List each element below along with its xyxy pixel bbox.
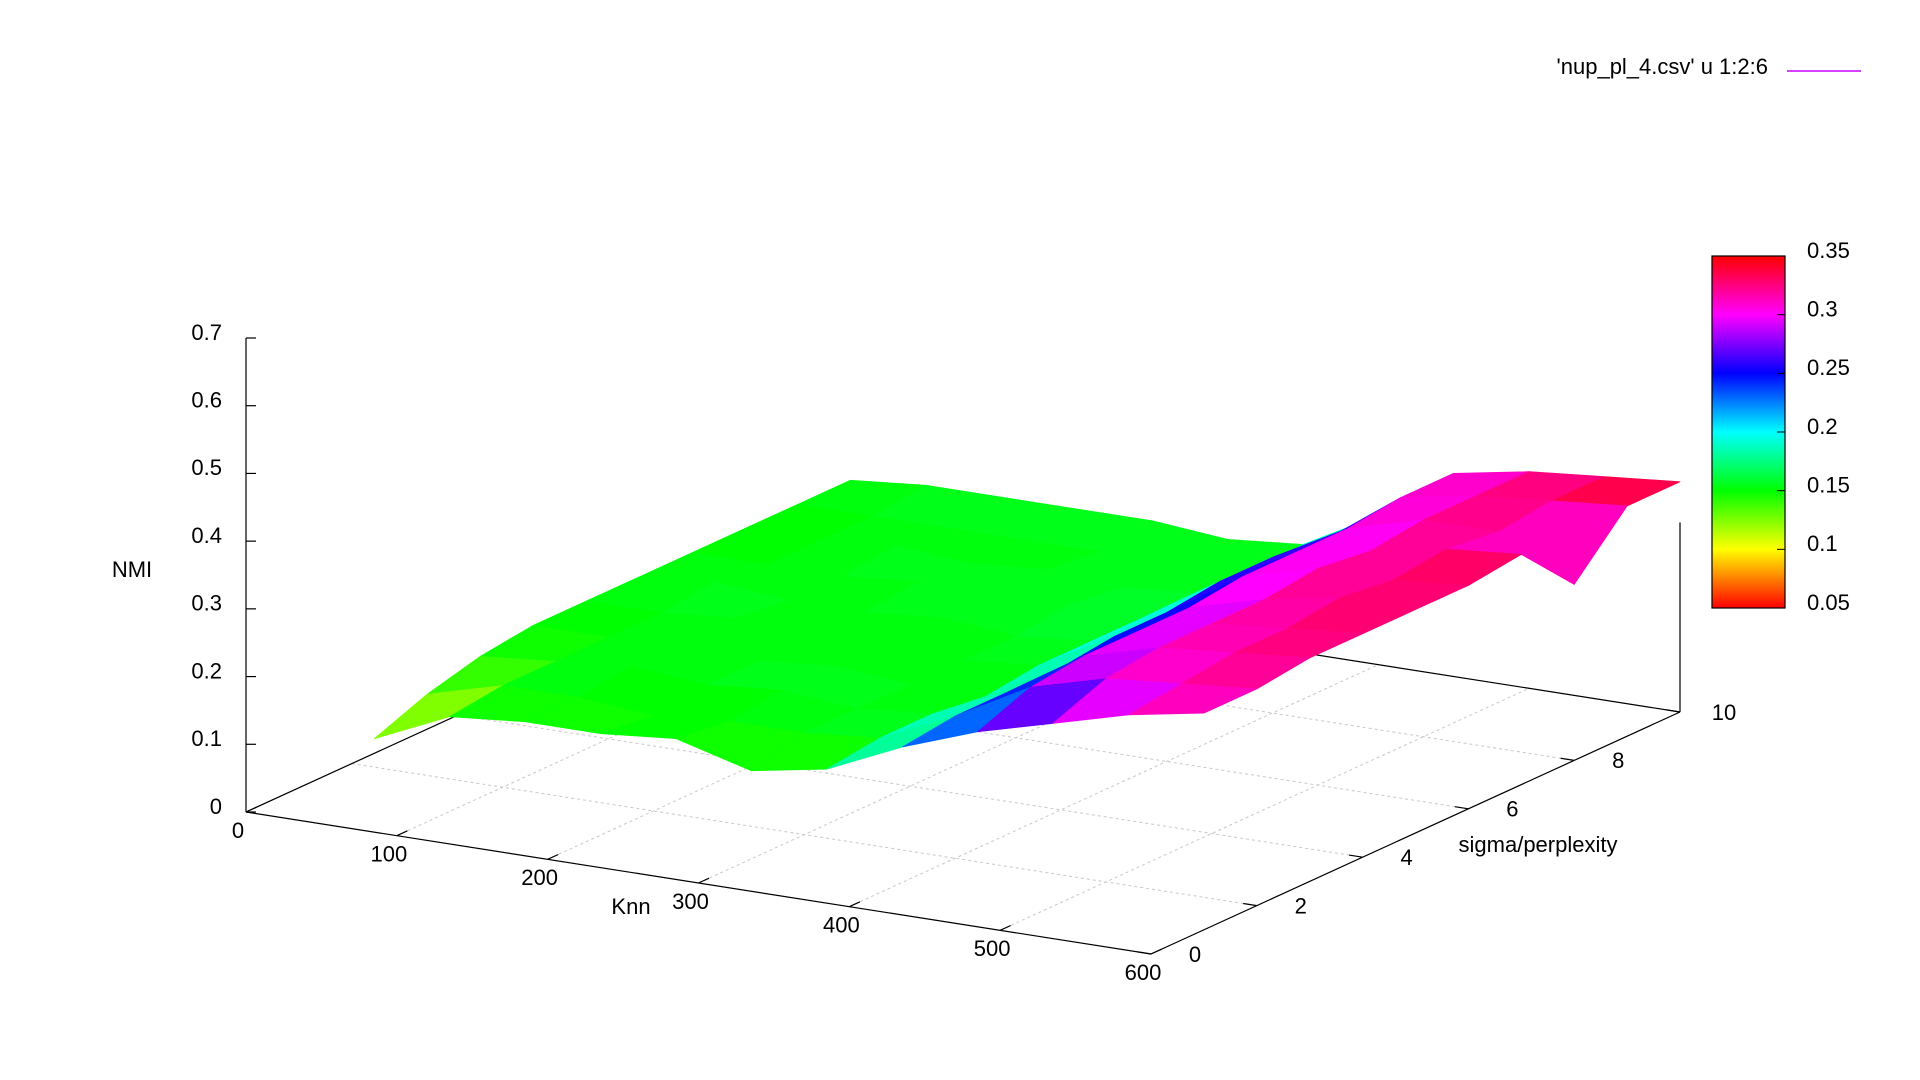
- z-tick-label: 0.1: [191, 726, 222, 751]
- colorbar-tick-label: 0.15: [1807, 472, 1850, 497]
- colorbar-gradient: [1711, 255, 1786, 609]
- colorbar-tick-label: 0.05: [1807, 590, 1850, 615]
- y-tick-label: 4: [1400, 845, 1412, 870]
- y-tick-label: 8: [1612, 748, 1624, 773]
- x-tick: [547, 853, 559, 860]
- colorbar-tick-label: 0.1: [1807, 531, 1838, 556]
- y-tick: [1560, 757, 1575, 761]
- y-tick: [1454, 806, 1469, 810]
- colorbar-tick-label: 0.25: [1807, 355, 1850, 380]
- colorbar-tick-label: 0.2: [1807, 414, 1838, 439]
- y-axis-label: sigma/perplexity: [1459, 832, 1618, 857]
- colorbar-tick-label: 0.35: [1807, 238, 1850, 263]
- y-tick-label: 0: [1189, 942, 1201, 967]
- axes: 00.10.20.30.40.50.60.7010020030040050060…: [191, 320, 1736, 985]
- z-axis-label: NMI: [112, 557, 152, 582]
- grid-line: [457, 714, 1363, 858]
- x-tick: [396, 830, 408, 837]
- z-tick-label: 0.7: [191, 320, 222, 345]
- x-tick: [999, 924, 1011, 931]
- colorbar-tick-label: 0.3: [1807, 296, 1838, 321]
- grid-line: [351, 763, 1257, 907]
- surface-patch: [1128, 683, 1258, 716]
- grid-line: [849, 664, 1379, 908]
- y-tick-label: 10: [1712, 700, 1736, 725]
- x-tick-label: 300: [672, 889, 709, 914]
- colorbar: 0.05 0.1 0.15 0.2 0.25 0.3 0.35: [1711, 238, 1850, 615]
- z-tick-label: 0.3: [191, 591, 222, 616]
- legend: 'nup_pl_4.csv' u 1:2:6: [1557, 54, 1861, 79]
- x-tick-label: 100: [370, 841, 407, 866]
- y-tick-label: 6: [1506, 797, 1518, 822]
- z-tick-label: 0.4: [191, 523, 222, 548]
- legend-label: 'nup_pl_4.csv' u 1:2:6: [1557, 54, 1768, 79]
- y-tick: [1137, 951, 1152, 955]
- z-tick-label: 0.5: [191, 455, 222, 480]
- x-axis-label: Knn: [611, 894, 650, 919]
- y-tick: [1666, 709, 1681, 713]
- z-tick-label: 0.2: [191, 658, 222, 683]
- x-tick-label: 500: [974, 936, 1011, 961]
- x-tick-label: 200: [521, 865, 558, 890]
- x-tick-label: 0: [232, 818, 244, 843]
- x-tick: [698, 877, 710, 884]
- x-tick: [1150, 948, 1162, 955]
- x-tick-label: 400: [823, 912, 860, 937]
- x-tick-label: 600: [1125, 960, 1162, 985]
- surface: [373, 471, 1681, 772]
- y-tick: [1243, 902, 1257, 907]
- y-tick: [1348, 854, 1363, 858]
- z-tick-label: 0.6: [191, 388, 222, 413]
- grid-line: [698, 640, 1228, 884]
- z-tick-label: 0: [210, 794, 222, 819]
- x-tick: [849, 901, 861, 908]
- grid-line: [999, 687, 1530, 931]
- x-tick: [245, 806, 257, 813]
- y-tick-label: 2: [1295, 893, 1307, 918]
- axis-border: [1150, 711, 1681, 955]
